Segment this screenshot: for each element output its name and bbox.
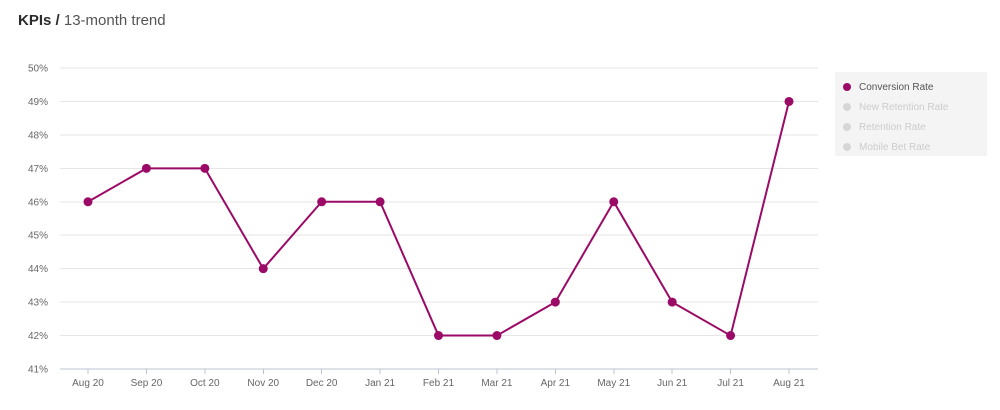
- x-tick-label: Jul 21: [717, 378, 744, 389]
- page-subtitle: 13-month trend: [63, 12, 166, 29]
- x-tick-label: Aug 20: [72, 378, 104, 389]
- data-point[interactable]: [434, 331, 443, 341]
- legend-label: Retention Rate: [859, 121, 926, 133]
- data-point[interactable]: [200, 163, 210, 173]
- y-tick-label: 48%: [28, 130, 48, 141]
- y-tick-label: 43%: [28, 298, 48, 309]
- data-point[interactable]: [83, 197, 93, 207]
- y-tick-label: 46%: [28, 197, 48, 208]
- x-tick-label: Jun 21: [657, 378, 687, 389]
- x-tick-label: Feb 21: [423, 378, 455, 389]
- data-point[interactable]: [258, 264, 268, 274]
- series-line-conversion-rate: [87, 101, 790, 337]
- chart-legend: Conversion Rate New Retention Rate Reten…: [835, 72, 987, 156]
- x-tick-label: May 21: [597, 378, 630, 389]
- x-tick-label: Mar 21: [481, 378, 513, 389]
- chart-header: KPIs / 13-month trend: [18, 12, 166, 29]
- y-tick-label: 42%: [28, 331, 48, 342]
- page-title: KPIs: [18, 12, 52, 29]
- x-tick-label: Aug 21: [773, 378, 805, 389]
- legend-label: Mobile Bet Rate: [859, 141, 931, 153]
- x-tick-label: Jan 21: [365, 378, 395, 389]
- legend-dot-icon: [843, 83, 851, 91]
- y-tick-label: 41%: [28, 365, 48, 376]
- x-tick-label: Apr 21: [541, 378, 571, 389]
- legend-label: New Retention Rate: [859, 101, 949, 113]
- y-tick-label: 47%: [28, 164, 48, 175]
- x-tick-label: Nov 20: [247, 378, 279, 389]
- grid-layer: [60, 67, 818, 370]
- data-point[interactable]: [550, 297, 560, 307]
- legend-dot-icon: [843, 143, 851, 151]
- series-layer: [87, 101, 790, 337]
- y-tick-label: 50%: [28, 64, 48, 75]
- data-point[interactable]: [609, 197, 619, 207]
- y-tick-label: 49%: [28, 97, 48, 108]
- legend-item-mobile-bet-rate[interactable]: Mobile Bet Rate: [843, 137, 987, 157]
- axis-layer: 41% 42% 43% 44% 45% 46% 47% 48% 49% 50% Aug 20 Sep …: [28, 64, 805, 390]
- legend-item-retention-rate[interactable]: Retention Rate: [843, 117, 987, 137]
- data-point[interactable]: [784, 96, 794, 106]
- legend-item-new-retention-rate[interactable]: New Retention Rate: [843, 97, 987, 117]
- data-point[interactable]: [317, 197, 327, 207]
- data-point[interactable]: [141, 163, 151, 173]
- legend-item-conversion-rate[interactable]: Conversion Rate: [843, 77, 987, 97]
- data-point[interactable]: [667, 297, 677, 307]
- legend-dot-icon: [843, 103, 851, 111]
- data-point[interactable]: [492, 331, 502, 341]
- legend-label: Conversion Rate: [859, 81, 934, 93]
- y-tick-label: 45%: [28, 231, 48, 242]
- point-layer: [83, 96, 794, 341]
- data-point[interactable]: [375, 197, 385, 207]
- x-tick-label: Sep 20: [131, 378, 163, 389]
- y-tick-label: 44%: [28, 264, 48, 275]
- legend-dot-icon: [843, 123, 851, 131]
- data-point[interactable]: [726, 331, 736, 341]
- x-tick-label: Dec 20: [306, 378, 338, 389]
- x-tick-label: Oct 20: [190, 378, 220, 389]
- title-separator: /: [55, 12, 60, 29]
